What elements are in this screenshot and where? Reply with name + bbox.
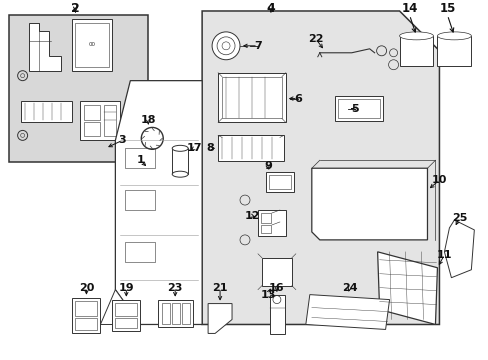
Text: 23: 23: [167, 283, 183, 293]
Bar: [84, 104, 100, 121]
Polygon shape: [311, 168, 427, 240]
Bar: [125, 190, 155, 210]
Bar: [162, 302, 170, 324]
Bar: [20, 100, 72, 122]
Ellipse shape: [437, 32, 470, 40]
Polygon shape: [208, 303, 232, 333]
Text: 3: 3: [118, 135, 126, 145]
Bar: [337, 99, 379, 118]
Polygon shape: [305, 294, 389, 329]
Bar: [265, 172, 293, 192]
Text: 8: 8: [206, 143, 214, 153]
Text: 16: 16: [268, 283, 284, 293]
Text: 11: 11: [436, 250, 451, 260]
Polygon shape: [29, 23, 61, 71]
Bar: [218, 135, 284, 161]
Bar: [112, 300, 140, 332]
Text: 13: 13: [260, 289, 275, 300]
Text: 20: 20: [79, 283, 94, 293]
Bar: [125, 242, 155, 262]
Ellipse shape: [172, 171, 188, 177]
Text: 14: 14: [401, 3, 417, 15]
Polygon shape: [444, 220, 473, 278]
Bar: [399, 36, 432, 66]
Text: 25: 25: [451, 213, 466, 223]
Bar: [75, 23, 109, 67]
Ellipse shape: [172, 145, 188, 151]
Bar: [125, 148, 155, 168]
Text: 21: 21: [212, 283, 227, 293]
Text: 15: 15: [438, 3, 455, 15]
Text: 18: 18: [140, 116, 156, 125]
Text: 9: 9: [264, 161, 271, 171]
Bar: [115, 302, 137, 315]
Polygon shape: [115, 81, 202, 324]
Text: 1: 1: [136, 155, 144, 165]
Bar: [75, 318, 97, 330]
Bar: [81, 100, 120, 140]
Ellipse shape: [399, 32, 432, 40]
Bar: [262, 258, 291, 286]
Text: 24: 24: [341, 283, 357, 293]
Text: 5: 5: [350, 104, 358, 113]
Text: 22: 22: [307, 34, 323, 44]
Circle shape: [212, 32, 240, 60]
Text: 19: 19: [118, 283, 134, 293]
Text: 7: 7: [254, 41, 261, 51]
Bar: [437, 36, 470, 66]
Bar: [334, 95, 382, 121]
Bar: [258, 210, 285, 236]
Bar: [268, 175, 290, 189]
Polygon shape: [202, 11, 439, 324]
Bar: [261, 225, 270, 233]
Bar: [75, 301, 97, 315]
Bar: [218, 73, 285, 122]
Text: 4: 4: [266, 3, 275, 15]
Text: 10: 10: [431, 175, 446, 185]
Bar: [84, 122, 100, 136]
Bar: [172, 302, 180, 324]
Text: 6: 6: [293, 94, 301, 104]
Bar: [104, 104, 116, 136]
Text: 00: 00: [89, 42, 96, 47]
Text: 2: 2: [71, 3, 80, 15]
Bar: [269, 294, 285, 334]
Bar: [115, 318, 137, 328]
Bar: [261, 213, 270, 223]
Bar: [222, 77, 281, 118]
FancyBboxPatch shape: [9, 15, 148, 162]
Text: 12: 12: [244, 211, 259, 221]
Polygon shape: [377, 252, 437, 324]
Polygon shape: [100, 290, 140, 324]
Bar: [72, 298, 100, 333]
Bar: [172, 148, 188, 174]
Text: 17: 17: [186, 143, 202, 153]
Bar: [158, 300, 193, 328]
Bar: [72, 19, 112, 71]
Bar: [182, 302, 190, 324]
